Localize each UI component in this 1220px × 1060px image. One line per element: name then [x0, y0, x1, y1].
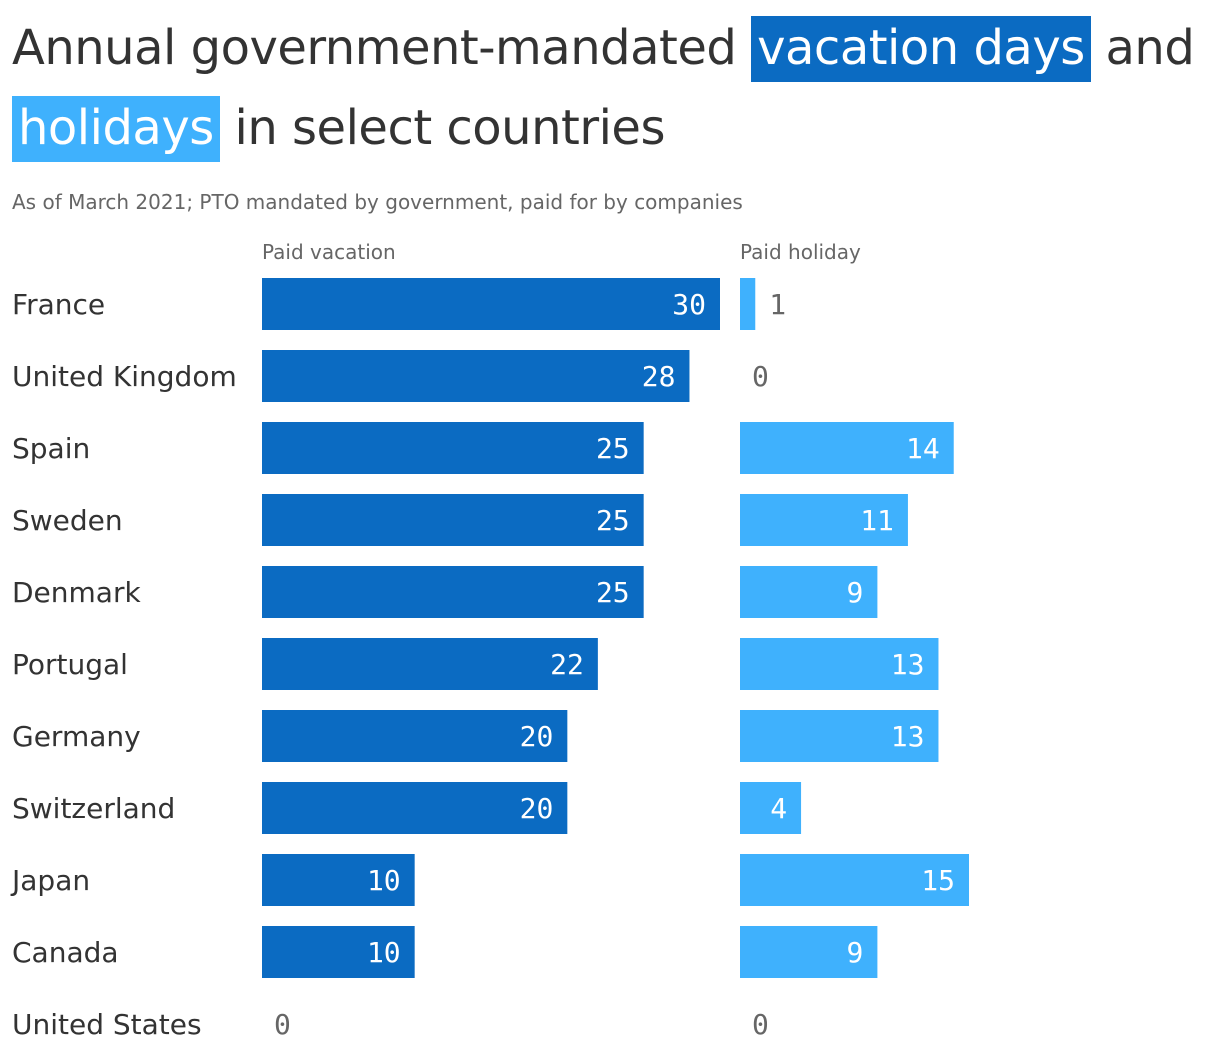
vacation-bar [262, 854, 415, 906]
vacation-bar [262, 278, 720, 330]
holiday-value-label: 9 [847, 576, 864, 609]
holiday-value-label: 0 [752, 1008, 769, 1041]
vacation-bar [262, 638, 598, 690]
category-label: Canada [12, 936, 119, 969]
category-label: Switzerland [12, 792, 175, 825]
holiday-bar [740, 926, 878, 978]
vacation-value-label: 20 [520, 792, 554, 825]
holiday-value-label: 13 [891, 648, 925, 681]
title-part-1: Annual government-mandated [12, 20, 752, 76]
category-label: United Kingdom [12, 360, 237, 393]
vacation-value-label: 0 [274, 1008, 291, 1041]
vacation-bar [262, 566, 644, 618]
vacation-value-label: 28 [642, 360, 676, 393]
category-label: Spain [12, 432, 90, 465]
vacation-value-label: 25 [596, 432, 630, 465]
category-label: Germany [12, 720, 141, 753]
category-label: Denmark [12, 576, 141, 609]
vacation-value-label: 20 [520, 720, 554, 753]
title-highlight-holidays: holidays [12, 96, 220, 162]
holiday-value-label: 9 [847, 936, 864, 969]
holiday-value-label: 13 [891, 720, 925, 753]
chart-subtitle: As of March 2021; PTO mandated by govern… [12, 190, 743, 214]
title-highlight-vacation: vacation days [751, 16, 1091, 82]
vacation-value-label: 25 [596, 576, 630, 609]
column-header-paid-vacation: Paid vacation [262, 240, 396, 264]
holiday-value-label: 0 [752, 360, 769, 393]
holiday-bar [740, 566, 878, 618]
holiday-bar [740, 278, 756, 330]
vacation-bar [262, 350, 690, 402]
holiday-bar [740, 494, 908, 546]
holiday-value-label: 15 [921, 864, 955, 897]
holiday-bar [740, 710, 939, 762]
holiday-value-label: 14 [906, 432, 940, 465]
chart-title: Annual government-mandated vacation days… [12, 8, 1212, 168]
holiday-value-label: 4 [770, 792, 787, 825]
holiday-bar [740, 422, 954, 474]
holiday-bar [740, 638, 939, 690]
column-header-paid-holiday: Paid holiday [740, 240, 861, 264]
title-part-3: in select countries [219, 100, 666, 156]
holiday-bar [740, 854, 969, 906]
vacation-value-label: 30 [672, 288, 706, 321]
title-part-2: and [1090, 20, 1195, 76]
category-label: Sweden [12, 504, 123, 537]
holiday-value-label: 1 [769, 288, 786, 321]
vacation-value-label: 10 [367, 864, 401, 897]
category-label: Portugal [12, 648, 128, 681]
category-label: Japan [10, 864, 90, 897]
holiday-value-label: 11 [860, 504, 894, 537]
vacation-bar [262, 926, 415, 978]
vacation-value-label: 22 [550, 648, 584, 681]
category-label: United States [12, 1008, 202, 1041]
vacation-value-label: 10 [367, 936, 401, 969]
vacation-bar [262, 710, 568, 762]
category-label: France [12, 288, 105, 321]
vacation-bar [262, 422, 644, 474]
vacation-bar [262, 494, 644, 546]
holiday-bar [740, 782, 802, 834]
vacation-value-label: 25 [596, 504, 630, 537]
vacation-bar [262, 782, 568, 834]
